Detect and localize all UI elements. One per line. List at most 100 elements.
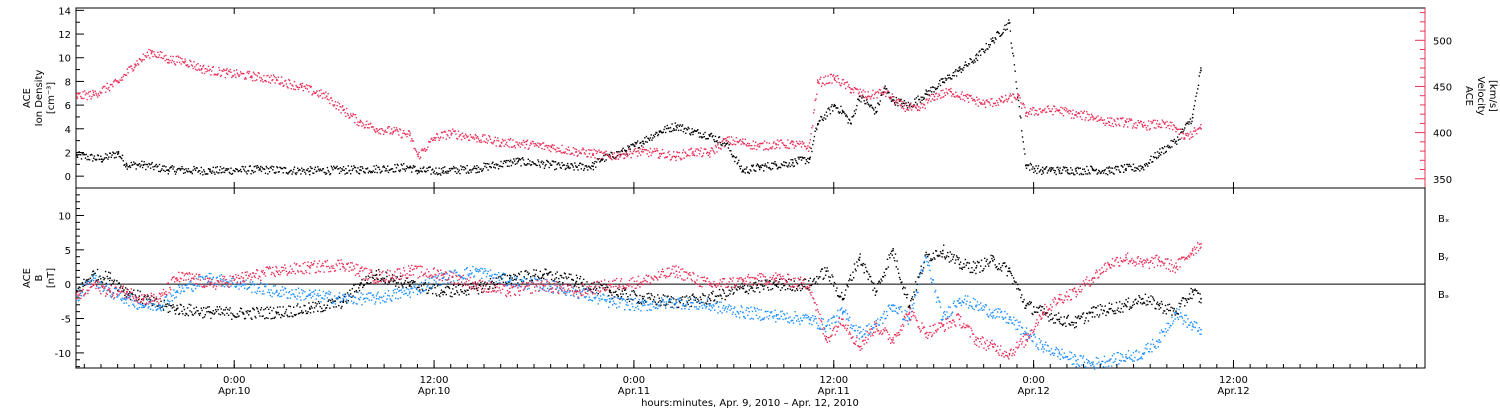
density-series-data-point [975,57,977,60]
bx-series-point [477,293,480,295]
velocity-series-point [277,76,280,78]
velocity-series-point [185,64,187,66]
density-series-point [192,169,194,171]
bx-series-point [586,281,588,283]
velocity-series-point [832,75,834,77]
velocity-series-point [1122,117,1124,119]
density-series-point [1091,167,1094,169]
density-series-point [779,166,782,169]
density-series-point [1090,165,1092,167]
bx-series-data-point [542,273,544,276]
density-series-point [210,171,212,173]
velocity-series-point [1004,99,1006,102]
bx-series-point [571,278,574,281]
by-series-point [452,280,455,282]
velocity-series-point [418,151,420,154]
density-series-point [148,162,150,165]
density-series-point [971,61,973,63]
density-series-point [359,166,362,168]
velocity-series-point [448,137,451,139]
bx-series-point [998,263,1000,265]
velocity-series-point [448,129,450,132]
bx-series-point [899,278,901,281]
velocity-series-point [896,98,898,101]
bx-series-point [1044,313,1046,315]
velocity-series-point [936,98,938,100]
density-series-point [270,167,272,169]
bx-series-point [575,282,577,284]
density-series-point [516,162,518,165]
density-series-point [902,102,905,104]
bx-series-point [654,301,656,303]
bx-series-point [353,284,355,286]
density-series-point [837,107,839,109]
bx-series-point [939,255,941,257]
bx-series-point [966,262,968,264]
bx-series-data-point [275,311,278,314]
density-series-point [1182,131,1184,133]
density-series-point [254,170,256,173]
velocity-series-point [658,157,660,159]
density-series-point [409,165,411,167]
bx-series-point [903,293,906,295]
bx-series-point [898,272,900,274]
bx-series-point [496,283,498,286]
velocity-series-point [255,74,257,76]
by-series-point [240,285,243,288]
velocity-series-point [710,150,712,152]
bx-series-point [1026,303,1028,305]
density-series-data-point [792,161,794,164]
density-series-point [473,167,475,169]
density-series-point [168,170,170,172]
bx-series-point [203,316,206,318]
velocity-series-point [217,73,219,75]
by-series-point [419,292,422,294]
velocity-series-point [542,142,544,144]
density-series-point [738,159,740,162]
density-series-point [125,162,128,165]
bx-series-point [243,318,246,320]
bx-series-point [178,312,181,315]
velocity-series-point [248,72,250,75]
bx-series-point [760,280,762,282]
bx-series-point [228,309,231,311]
bx-series-point [442,293,444,296]
density-series-point [693,129,696,132]
bx-series-point [1033,311,1036,313]
velocity-series-point [1141,123,1143,126]
density-series-point [456,168,459,170]
bx-series-point [116,280,118,282]
by-series-point [364,301,366,303]
density-series-point [948,74,951,76]
velocity-series-point [1099,118,1102,121]
by-series-point [244,284,247,286]
density-series-point [957,70,959,73]
bx-series-point [205,307,207,309]
density-series-point [648,138,650,140]
velocity-series-point [270,74,272,77]
density-series-point [276,166,278,168]
bx-series-point [1055,314,1057,316]
by-series-point [252,283,255,285]
bx-series-point [1154,307,1156,310]
bx-series-point [462,284,464,287]
velocity-series-point [1055,108,1057,110]
density-series-point [1031,168,1033,170]
density-series-point [1136,167,1139,169]
density-series-point [666,124,668,127]
velocity-series-point [972,98,975,101]
bx-series-point [610,291,612,294]
velocity-series-data-point [417,155,419,158]
bx-series-point [768,279,771,282]
velocity-series-data-point [1075,114,1077,116]
velocity-series-point [949,90,951,92]
velocity-series-point [247,70,249,73]
density-series-point [694,130,697,132]
bx-series-point [885,268,887,270]
density-series-point [945,79,947,81]
density-series-point [858,99,861,102]
bx-series-point [523,276,525,278]
bx-series-point [572,279,574,281]
density-series-point [458,169,460,171]
by-series-point [175,296,177,298]
